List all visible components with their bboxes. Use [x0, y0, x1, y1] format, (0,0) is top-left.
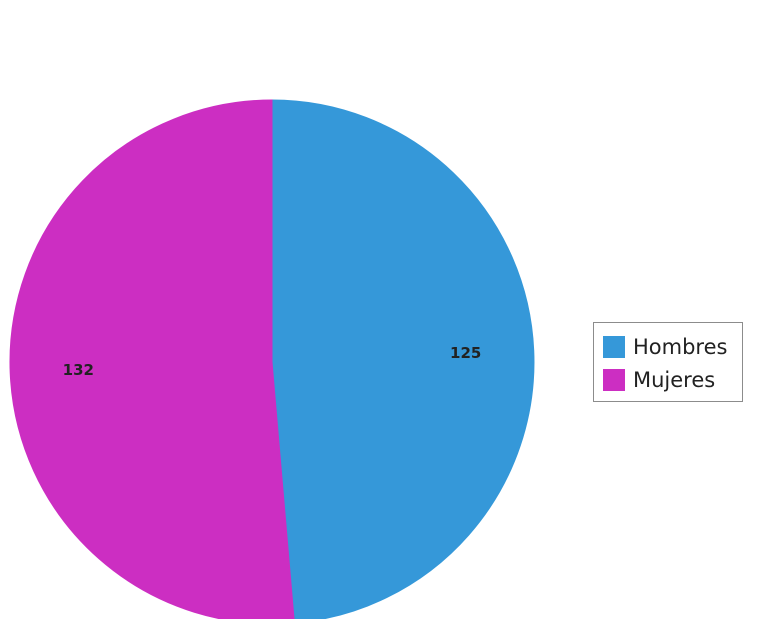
legend-item-hombres: Hombres: [603, 330, 742, 363]
pie-slice-hombres: [271, 99, 535, 619]
data-label-mujeres: 132: [63, 361, 94, 379]
data-label-hombres: 125: [450, 344, 481, 362]
pie-slice-mujeres: [9, 99, 295, 619]
legend-item-mujeres: Mujeres: [603, 363, 742, 396]
legend-label-mujeres: Mujeres: [633, 367, 716, 392]
legend-swatch-hombres: [603, 335, 625, 358]
legend-swatch-mujeres: [603, 368, 625, 391]
legend: Hombres Mujeres: [593, 322, 743, 402]
legend-label-hombres: Hombres: [633, 334, 728, 359]
